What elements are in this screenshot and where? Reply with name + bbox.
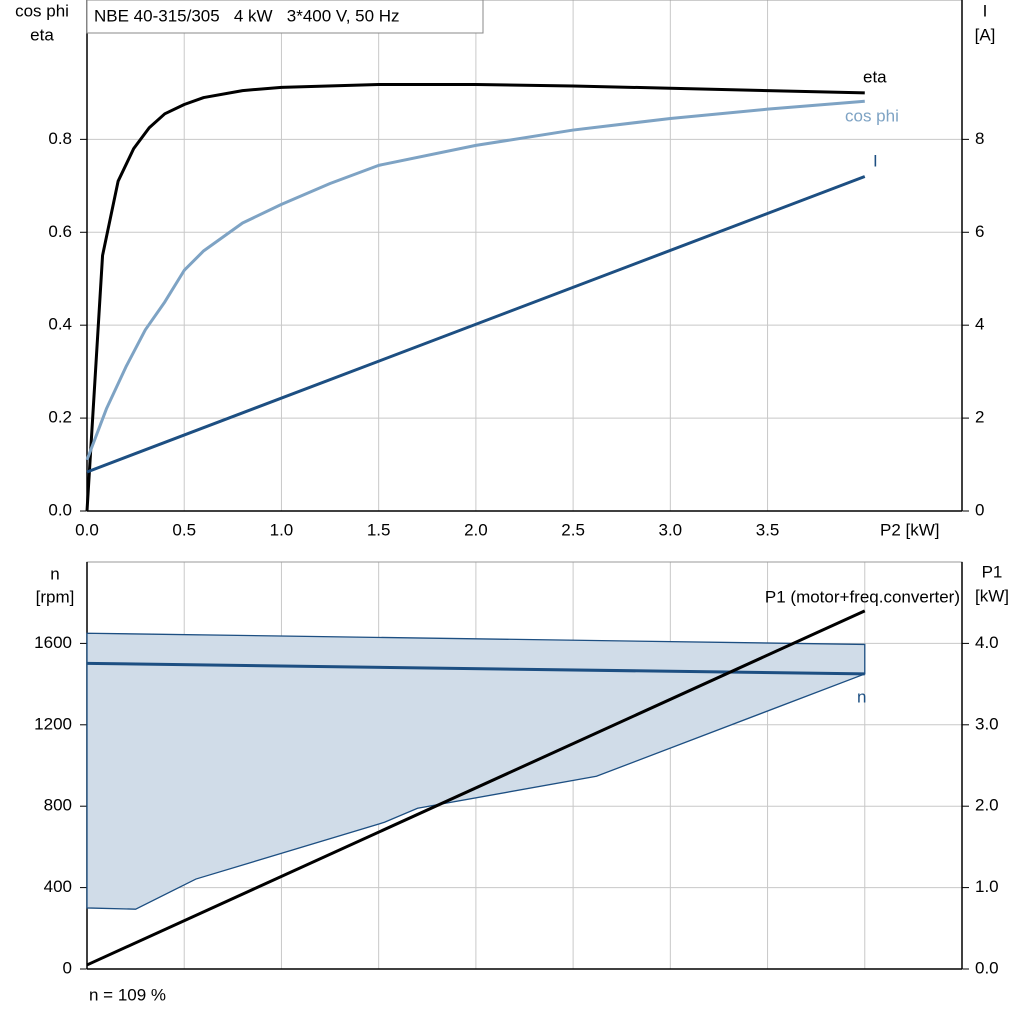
series-label: cos phi xyxy=(845,106,899,125)
x-tick-label: 2.0 xyxy=(464,520,488,539)
x-tick-label: 3.5 xyxy=(756,520,780,539)
y2-axis-label: I xyxy=(983,1,988,20)
y-tick-label: 0.6 xyxy=(48,222,72,241)
y-axis-label: cos phi xyxy=(15,1,69,20)
y-tick-label: 0.2 xyxy=(48,408,72,427)
y2-axis-label: P1 xyxy=(982,562,1003,581)
y-tick-label: 1200 xyxy=(34,714,72,733)
x-tick-label: 3.0 xyxy=(659,520,683,539)
y-tick-label: 0.0 xyxy=(48,500,72,519)
series-label: I xyxy=(873,151,878,170)
y2-tick-label: 4.0 xyxy=(975,633,999,652)
series-line xyxy=(86,609,866,967)
title-box xyxy=(86,0,484,34)
y2-tick-label: 4 xyxy=(975,315,984,334)
y2-tick-label: 2.0 xyxy=(975,796,999,815)
series-label: P1 (motor+freq.converter) xyxy=(765,587,960,606)
series-label: eta xyxy=(863,67,887,86)
series-label: n xyxy=(857,687,866,706)
y2-tick-label: 3.0 xyxy=(975,714,999,733)
x-tick-label: 1.0 xyxy=(270,520,294,539)
y2-tick-label: 6 xyxy=(975,222,984,241)
x-axis-label: P2 [kW] xyxy=(880,520,940,539)
y-tick-label: 0.8 xyxy=(48,129,72,148)
y2-tick-label: 8 xyxy=(975,129,984,148)
y2-axis-label: [A] xyxy=(975,25,996,44)
y-tick-label: 800 xyxy=(44,796,72,815)
series-line xyxy=(86,661,865,676)
series-line xyxy=(85,99,865,461)
x-tick-label: 0.0 xyxy=(75,520,99,539)
x-tick-label: 1.5 xyxy=(367,520,391,539)
chart-title: NBE 40-315/305 4 kW 3*400 V, 50 Hz xyxy=(94,6,400,25)
y-tick-label: 0.4 xyxy=(48,315,72,334)
y2-tick-label: 0.0 xyxy=(975,958,999,977)
y2-tick-label: 1.0 xyxy=(975,877,999,896)
y-tick-label: 0 xyxy=(63,958,72,977)
series-line xyxy=(86,175,866,474)
y-axis-label: n xyxy=(50,564,59,583)
annotation: n = 109 % xyxy=(89,985,166,1004)
y2-axis-label: [kW] xyxy=(975,586,1009,605)
y2-tick-label: 2 xyxy=(975,408,984,427)
series-line xyxy=(85,83,865,512)
y-tick-label: 1600 xyxy=(34,633,72,652)
y-axis-label: [rpm] xyxy=(36,587,75,606)
x-tick-label: 2.5 xyxy=(561,520,585,539)
speed-band xyxy=(86,632,866,910)
x-tick-label: 0.5 xyxy=(172,520,196,539)
y2-tick-label: 0 xyxy=(975,500,984,519)
y-tick-label: 400 xyxy=(44,877,72,896)
y-axis-label: eta xyxy=(30,25,54,44)
